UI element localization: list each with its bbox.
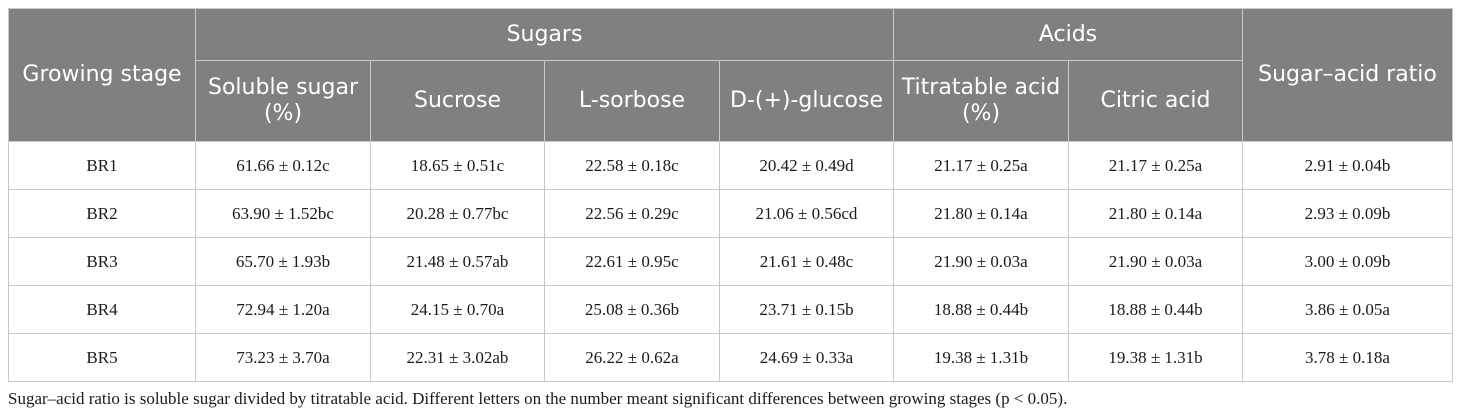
cell-stage: BR5 <box>8 333 196 382</box>
header-acids: Acids <box>893 8 1243 61</box>
table-header: Growing stage Sugars Acids Sugar–acid ra… <box>8 8 1453 142</box>
cell-citric-acid: 19.38 ± 1.31b <box>1068 333 1243 382</box>
cell-citric-acid: 21.17 ± 0.25a <box>1068 141 1243 190</box>
cell-l-sorbose: 25.08 ± 0.36b <box>544 285 720 334</box>
table-row: BR2 63.90 ± 1.52bc 20.28 ± 0.77bc 22.56 … <box>8 189 1453 238</box>
cell-l-sorbose: 22.56 ± 0.29c <box>544 189 720 238</box>
cell-soluble-sugar: 65.70 ± 1.93b <box>195 237 371 286</box>
header-sugars: Sugars <box>195 8 894 61</box>
header-l-sorbose: L-sorbose <box>544 60 720 142</box>
sugar-acid-table: Growing stage Sugars Acids Sugar–acid ra… <box>8 8 1453 382</box>
cell-soluble-sugar: 63.90 ± 1.52bc <box>195 189 371 238</box>
cell-sucrose: 24.15 ± 0.70a <box>370 285 545 334</box>
data-table-container: Growing stage Sugars Acids Sugar–acid ra… <box>8 8 1453 382</box>
header-citric-acid: Citric acid <box>1068 60 1243 142</box>
cell-titratable-acid: 19.38 ± 1.31b <box>893 333 1069 382</box>
cell-titratable-acid: 21.90 ± 0.03a <box>893 237 1069 286</box>
header-sugar-acid-ratio: Sugar–acid ratio <box>1242 8 1453 142</box>
table-body: BR1 61.66 ± 0.12c 18.65 ± 0.51c 22.58 ± … <box>8 141 1453 382</box>
cell-citric-acid: 18.88 ± 0.44b <box>1068 285 1243 334</box>
cell-stage: BR3 <box>8 237 196 286</box>
table-row: BR3 65.70 ± 1.93b 21.48 ± 0.57ab 22.61 ±… <box>8 237 1453 286</box>
header-d-glucose: D-(+)-glucose <box>719 60 894 142</box>
cell-sucrose: 22.31 ± 3.02ab <box>370 333 545 382</box>
cell-sugar-acid-ratio: 3.00 ± 0.09b <box>1242 237 1453 286</box>
cell-sucrose: 21.48 ± 0.57ab <box>370 237 545 286</box>
header-titratable-acid: Titratable acid (%) <box>893 60 1069 142</box>
cell-citric-acid: 21.90 ± 0.03a <box>1068 237 1243 286</box>
cell-stage: BR2 <box>8 189 196 238</box>
cell-stage: BR4 <box>8 285 196 334</box>
cell-sucrose: 20.28 ± 0.77bc <box>370 189 545 238</box>
cell-sugar-acid-ratio: 3.78 ± 0.18a <box>1242 333 1453 382</box>
cell-sucrose: 18.65 ± 0.51c <box>370 141 545 190</box>
header-sucrose: Sucrose <box>370 60 545 142</box>
cell-l-sorbose: 26.22 ± 0.62a <box>544 333 720 382</box>
table-row: BR4 72.94 ± 1.20a 24.15 ± 0.70a 25.08 ± … <box>8 285 1453 334</box>
cell-sugar-acid-ratio: 2.93 ± 0.09b <box>1242 189 1453 238</box>
header-growing-stage: Growing stage <box>8 8 196 142</box>
cell-sugar-acid-ratio: 3.86 ± 0.05a <box>1242 285 1453 334</box>
cell-titratable-acid: 18.88 ± 0.44b <box>893 285 1069 334</box>
cell-stage: BR1 <box>8 141 196 190</box>
table-footnote: Sugar–acid ratio is soluble sugar divide… <box>8 389 1068 408</box>
cell-d-glucose: 24.69 ± 0.33a <box>719 333 894 382</box>
cell-soluble-sugar: 61.66 ± 0.12c <box>195 141 371 190</box>
cell-titratable-acid: 21.17 ± 0.25a <box>893 141 1069 190</box>
cell-d-glucose: 23.71 ± 0.15b <box>719 285 894 334</box>
cell-soluble-sugar: 73.23 ± 3.70a <box>195 333 371 382</box>
cell-d-glucose: 21.61 ± 0.48c <box>719 237 894 286</box>
header-soluble-sugar: Soluble sugar (%) <box>195 60 371 142</box>
table-row: BR1 61.66 ± 0.12c 18.65 ± 0.51c 22.58 ± … <box>8 141 1453 190</box>
cell-soluble-sugar: 72.94 ± 1.20a <box>195 285 371 334</box>
cell-d-glucose: 20.42 ± 0.49d <box>719 141 894 190</box>
cell-citric-acid: 21.80 ± 0.14a <box>1068 189 1243 238</box>
cell-titratable-acid: 21.80 ± 0.14a <box>893 189 1069 238</box>
header-sub-row: Soluble sugar (%) Sucrose L-sorbose D-(+… <box>9 60 1453 142</box>
table-row: BR5 73.23 ± 3.70a 22.31 ± 3.02ab 26.22 ±… <box>8 333 1453 382</box>
cell-sugar-acid-ratio: 2.91 ± 0.04b <box>1242 141 1453 190</box>
header-group-row: Growing stage Sugars Acids Sugar–acid ra… <box>8 8 1453 142</box>
cell-d-glucose: 21.06 ± 0.56cd <box>719 189 894 238</box>
cell-l-sorbose: 22.58 ± 0.18c <box>544 141 720 190</box>
cell-l-sorbose: 22.61 ± 0.95c <box>544 237 720 286</box>
